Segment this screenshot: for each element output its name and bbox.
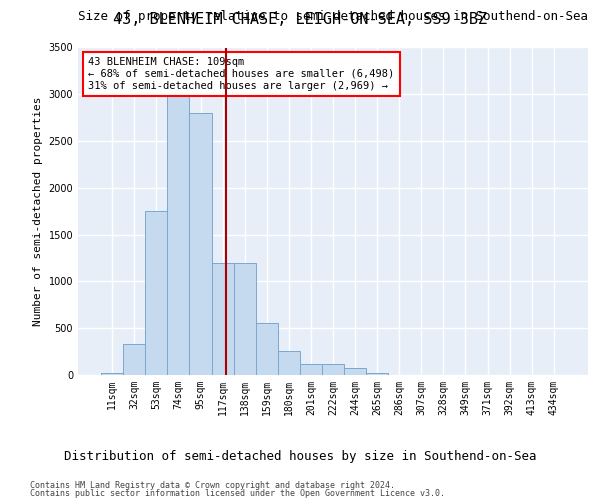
Bar <box>344 368 366 375</box>
Text: 43, BLENHEIM CHASE, LEIGH-ON-SEA, SS9 3BZ: 43, BLENHEIM CHASE, LEIGH-ON-SEA, SS9 3B… <box>113 12 487 28</box>
Bar <box>300 364 322 375</box>
Bar <box>145 211 167 375</box>
Text: 43 BLENHEIM CHASE: 109sqm
← 68% of semi-detached houses are smaller (6,498)
31% : 43 BLENHEIM CHASE: 109sqm ← 68% of semi-… <box>88 58 394 90</box>
Text: Distribution of semi-detached houses by size in Southend-on-Sea: Distribution of semi-detached houses by … <box>64 450 536 463</box>
Bar <box>190 113 212 375</box>
Bar <box>322 364 344 375</box>
Bar <box>123 344 145 375</box>
Bar <box>256 322 278 375</box>
Bar <box>278 350 300 375</box>
Bar <box>167 57 190 375</box>
Bar <box>366 373 388 375</box>
Title: Size of property relative to semi-detached houses in Southend-on-Sea: Size of property relative to semi-detach… <box>78 10 588 22</box>
Y-axis label: Number of semi-detached properties: Number of semi-detached properties <box>33 96 43 326</box>
Bar <box>233 262 256 375</box>
Bar <box>101 372 123 375</box>
Bar <box>212 262 233 375</box>
Text: Contains HM Land Registry data © Crown copyright and database right 2024.: Contains HM Land Registry data © Crown c… <box>30 481 395 490</box>
Text: Contains public sector information licensed under the Open Government Licence v3: Contains public sector information licen… <box>30 489 445 498</box>
